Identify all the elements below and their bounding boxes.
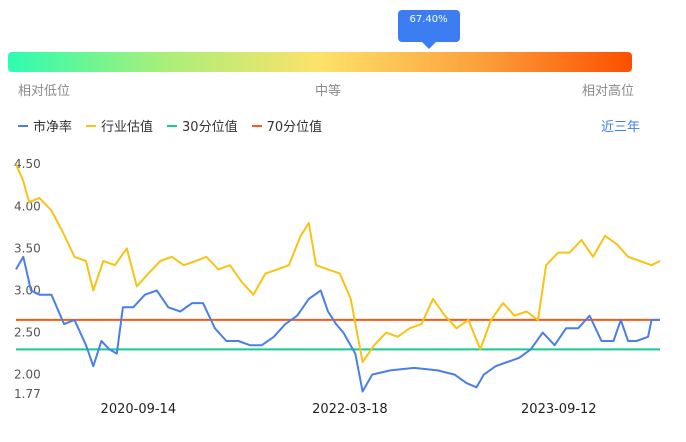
series-line-industry <box>15 163 661 363</box>
y-tick-label: 4.50 <box>14 157 41 171</box>
legend-swatch-industry <box>86 124 97 127</box>
legend-label-pb: 市净率 <box>33 120 73 135</box>
legend-label-p70: 70分位值 <box>266 120 323 135</box>
y-tick-label: 3.00 <box>14 283 41 297</box>
scale-label-low: 相对低位 <box>18 84 71 99</box>
legend-item-p30[interactable]: 30分位值 <box>167 116 238 135</box>
x-tick-label: 2023-09-12 <box>521 402 597 417</box>
legend-label-industry: 行业估值 <box>101 120 154 135</box>
y-tick-label: 1.77 <box>14 387 41 401</box>
tooltip-pointer <box>421 42 436 49</box>
legend-item-industry[interactable]: 行业估值 <box>86 116 153 135</box>
period-selector[interactable]: 近三年 <box>600 120 640 135</box>
legend-swatch-p30 <box>167 124 178 127</box>
y-tick-label: 4.00 <box>14 199 41 213</box>
y-axis: 1.77 2.00 2.50 3.00 3.50 4.00 4.50 <box>14 157 41 401</box>
x-axis: 2020-09-14 2022-03-18 2023-09-12 <box>101 402 597 417</box>
y-tick-label: 3.50 <box>14 241 41 255</box>
percentile-tooltip: 67.40% <box>397 10 460 42</box>
legend-item-pb[interactable]: 市净率 <box>18 116 72 135</box>
y-tick-label: 2.50 <box>14 326 41 340</box>
legend-swatch-p70 <box>251 124 262 127</box>
legend-item-p70[interactable]: 70分位值 <box>251 116 323 135</box>
x-tick-label: 2022-03-18 <box>312 402 388 417</box>
valuation-gradient-bar <box>8 52 632 72</box>
y-tick-label: 2.00 <box>14 368 41 382</box>
scale-label-mid: 中等 <box>315 84 342 99</box>
series-lines <box>15 163 661 393</box>
percentile-value: 67.40% <box>409 14 448 25</box>
scale-label-high: 相对高位 <box>582 84 635 99</box>
legend-label-p30: 30分位值 <box>182 120 238 135</box>
legend-swatch-pb <box>18 124 28 127</box>
chart-legend: 市净率 行业估值 30分位值 70分位值 <box>18 116 322 135</box>
series-line-pb <box>15 255 660 393</box>
x-tick-label: 2020-09-14 <box>101 402 177 417</box>
